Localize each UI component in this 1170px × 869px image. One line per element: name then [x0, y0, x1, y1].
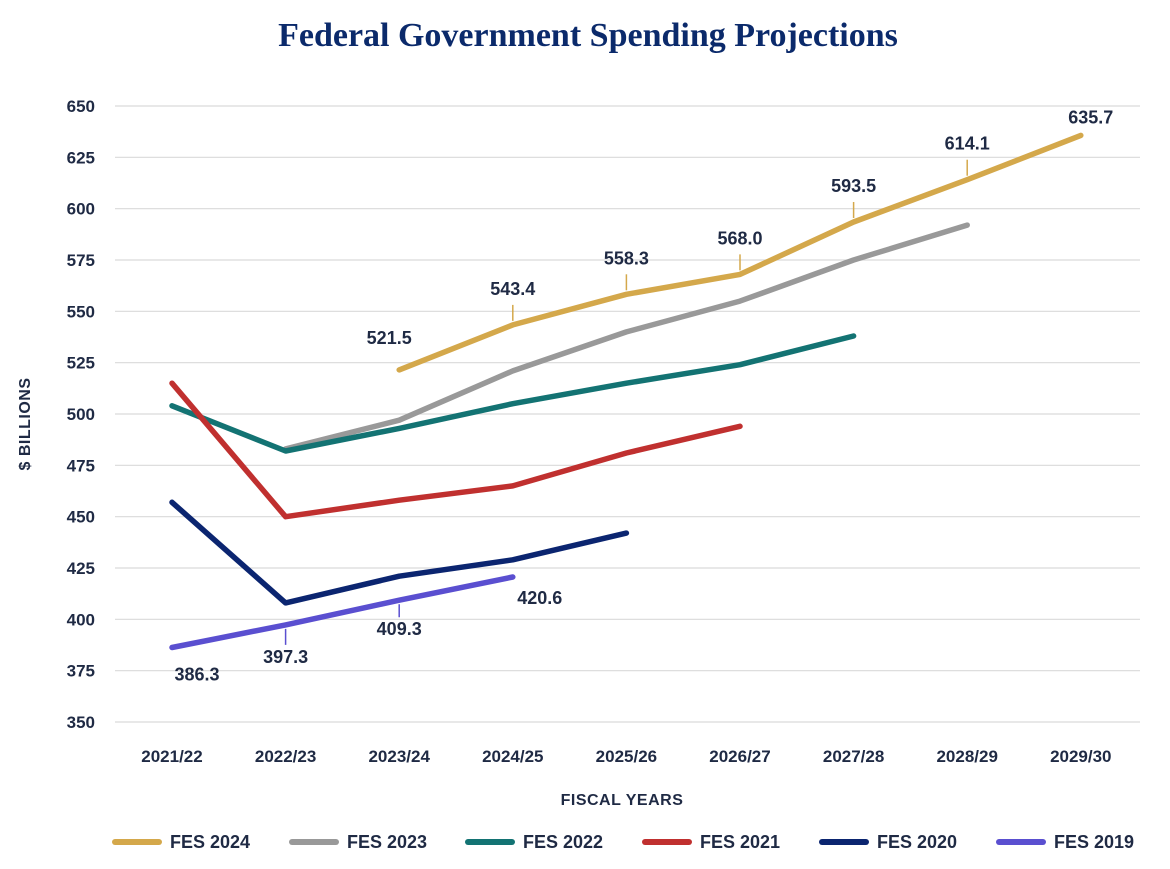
data-label: 409.3: [377, 619, 422, 639]
data-label: 593.5: [831, 176, 876, 196]
y-tick-label: 350: [67, 713, 95, 732]
series-lines: [169, 132, 1084, 651]
x-tick-label: 2025/26: [596, 747, 657, 766]
x-tick-label: 2027/28: [823, 747, 884, 766]
x-axis-ticks: 2021/22 2022/23 2023/24 2024/25 2025/26 2026/…: [141, 747, 1111, 766]
y-axis-ticks: 350 375 400 425 450 475 500 525 550 575 600 625 650: [67, 97, 95, 732]
data-label: 558.3: [604, 248, 649, 268]
legend-label: FES 2024: [170, 832, 250, 852]
y-tick-label: 575: [67, 251, 95, 270]
legend-label: FES 2019: [1054, 832, 1134, 852]
series-line-fes-2021: [169, 380, 743, 520]
legend: FES 2024 FES 2023 FES 2022 FES 2021 FES 2020…: [112, 832, 1134, 852]
data-label: 386.3: [174, 664, 219, 684]
y-tick-label: 500: [67, 405, 95, 424]
data-label: 568.0: [717, 228, 762, 248]
legend-label: FES 2023: [347, 832, 427, 852]
series-line-fes-2020: [169, 499, 630, 606]
gridlines: [115, 105, 1140, 723]
x-tick-label: 2029/30: [1050, 747, 1111, 766]
legend-item: FES 2023: [289, 832, 427, 852]
y-tick-label: 600: [67, 200, 95, 219]
series-line-fes-2023: [282, 222, 970, 452]
series-line-fes-2019: [169, 574, 516, 651]
y-tick-label: 625: [67, 148, 95, 167]
x-tick-label: 2023/24: [368, 747, 430, 766]
legend-item: FES 2022: [465, 832, 603, 852]
y-tick-label: 375: [67, 662, 95, 681]
y-tick-label: 550: [67, 302, 95, 321]
y-tick-label: 525: [67, 354, 95, 373]
legend-label: FES 2022: [523, 832, 603, 852]
x-tick-label: 2028/29: [936, 747, 997, 766]
y-tick-label: 650: [67, 97, 95, 116]
data-label: 521.5: [367, 328, 412, 348]
x-tick-label: 2022/23: [255, 747, 316, 766]
y-tick-label: 475: [67, 456, 95, 475]
data-label: 397.3: [263, 647, 308, 667]
legend-item: FES 2020: [819, 832, 957, 852]
x-tick-label: 2024/25: [482, 747, 543, 766]
series-line-fes-2022: [169, 333, 857, 454]
x-tick-label: 2026/27: [709, 747, 770, 766]
legend-item: FES 2019: [996, 832, 1134, 852]
legend-label: FES 2021: [700, 832, 780, 852]
data-label: 543.4: [490, 279, 535, 299]
y-axis-label: $ BILLIONS: [17, 377, 34, 470]
series-line-fes-2024: [396, 132, 1084, 373]
y-tick-label: 400: [67, 610, 95, 629]
chart-title: Federal Government Spending Projections: [278, 17, 898, 54]
y-tick-label: 425: [67, 559, 95, 578]
data-label: 614.1: [945, 134, 990, 154]
x-axis-label: FISCAL YEARS: [561, 792, 684, 809]
legend-label: FES 2020: [877, 832, 957, 852]
data-labels: 521.5 543.4 558.3 568.0 593.5 614.1 635.7 386.3…: [174, 107, 1113, 684]
legend-item: FES 2021: [642, 832, 780, 852]
y-tick-label: 450: [67, 508, 95, 527]
legend-item: FES 2024: [112, 832, 250, 852]
data-label: 420.6: [517, 588, 562, 608]
data-label: 635.7: [1068, 107, 1113, 127]
x-tick-label: 2021/22: [141, 747, 202, 766]
